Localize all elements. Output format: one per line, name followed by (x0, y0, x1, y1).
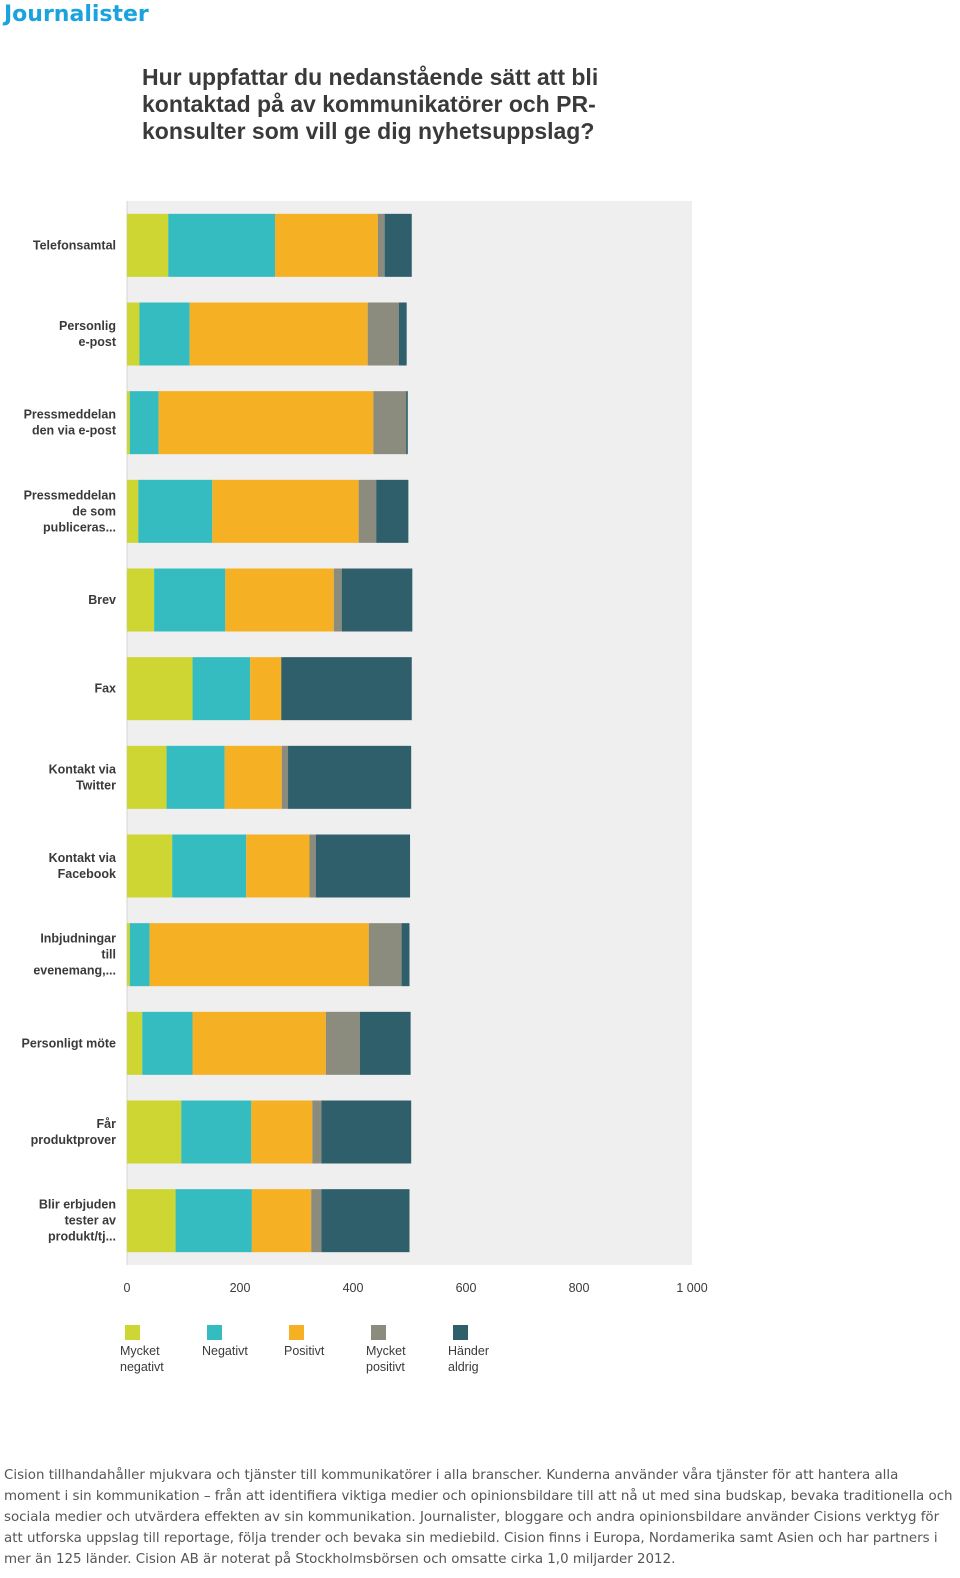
bar-segment (127, 568, 155, 632)
bar-segment (172, 834, 247, 898)
legend-swatch (371, 1325, 386, 1340)
bar-segment (149, 923, 369, 987)
category-label: Telefonsamtal (33, 238, 116, 252)
bar-segment (312, 1100, 322, 1164)
bar-segment (127, 745, 167, 809)
bar-segment (127, 1011, 143, 1075)
bar-segment (275, 213, 378, 277)
plot-area (127, 201, 692, 1265)
bar-segment (321, 1189, 410, 1253)
bar-segment (154, 568, 226, 632)
x-tick-label: 1 000 (676, 1281, 707, 1295)
category-label: Blir erbjuden tester av produkt/tj... (39, 1198, 116, 1244)
bar-segment (315, 834, 411, 898)
bar-segment (168, 213, 276, 277)
bar-segment (333, 568, 342, 632)
bar-segment (129, 391, 159, 455)
bar-segment (129, 923, 150, 987)
stacked-bar-chart: Telefonsamtal Personlig e-post Pressmeddela… (22, 201, 708, 1295)
bar-segment (368, 923, 402, 987)
bar-segment (158, 391, 374, 455)
category-label: Kontakt via Twitter (49, 762, 117, 792)
bar-segment (127, 923, 130, 987)
bar-segment (311, 1189, 322, 1253)
bar-segment (142, 1011, 193, 1075)
bar-segment (224, 745, 282, 809)
bar-segment (398, 302, 407, 366)
legend-label: Mycket positivt (366, 1344, 406, 1374)
category-label: Kontakt via Facebook (49, 851, 117, 881)
bar-segment (127, 834, 173, 898)
bar-segment (127, 1100, 182, 1164)
bar-segment (367, 302, 399, 366)
bar-segment (251, 1100, 313, 1164)
bar-segment (138, 479, 213, 543)
category-label: Personligt möte (22, 1036, 117, 1050)
bar-segment (401, 923, 410, 987)
bar-segment (127, 479, 139, 543)
x-tick-label: 600 (456, 1281, 477, 1295)
footer-text: Cision tillhandahåller mjukvara och tjän… (4, 1468, 953, 1567)
legend-swatch (125, 1325, 140, 1340)
bar-segment (127, 391, 130, 455)
bar-segment (281, 745, 289, 809)
bar-segment (377, 213, 385, 277)
bar-segment (341, 568, 413, 632)
x-tick-label: 800 (569, 1281, 590, 1295)
bar-segment (251, 1189, 312, 1253)
x-tick-label: 200 (230, 1281, 251, 1295)
bar-segment (376, 479, 409, 543)
bar-segment (406, 391, 408, 455)
bar-segment (309, 834, 316, 898)
bar-segment (225, 568, 334, 632)
x-tick-label: 400 (343, 1281, 364, 1295)
bar-segment (212, 479, 359, 543)
legend-label: Positivt (284, 1344, 325, 1358)
legend-item: Positivt (284, 1325, 364, 1359)
page-heading: Journalister (4, 2, 149, 27)
category-label: Fax (94, 682, 116, 696)
bar-segment (127, 302, 140, 366)
bar-segment (189, 302, 368, 366)
bar-segment (358, 479, 377, 543)
bar-segment (325, 1011, 360, 1075)
bar-segment (359, 1011, 411, 1075)
bar-segment (192, 1011, 326, 1075)
bar-segment (281, 657, 412, 721)
bar-segment (127, 213, 169, 277)
category-label: Brev (88, 593, 116, 607)
bar-segment (373, 391, 407, 455)
chart-legend: Mycket negativt Negativt Positivt Mycket posi… (120, 1325, 580, 1385)
category-label: Inbjudningar till evenemang,... (33, 932, 116, 978)
legend-label: Negativt (202, 1344, 248, 1358)
legend-swatch (207, 1325, 222, 1340)
legend-item: Mycket positivt (366, 1325, 446, 1375)
bar-segment (384, 213, 412, 277)
bar-segment (127, 1189, 176, 1253)
bar-segment (288, 745, 412, 809)
legend-item: Händer aldrig (448, 1325, 528, 1375)
bar-segment (181, 1100, 252, 1164)
legend-label: Händer aldrig (448, 1344, 489, 1374)
bar-segment (139, 302, 190, 366)
x-tick-label: 0 (124, 1281, 131, 1295)
bar-segment (127, 657, 193, 721)
legend-item: Negativt (202, 1325, 282, 1359)
category-label: Personlig e-post (59, 319, 117, 349)
bar-segment (250, 657, 282, 721)
category-label: Pressmeddelan den via e-post (24, 408, 117, 438)
bar-segment (192, 657, 251, 721)
category-label: Får produktprover (31, 1117, 117, 1147)
bar-segment (321, 1100, 412, 1164)
chart-title: Hur uppfattar du nedanstående sätt att b… (142, 64, 599, 144)
legend-swatch (453, 1325, 468, 1340)
category-label: Pressmeddelan de som publiceras... (24, 488, 116, 534)
legend-label: Mycket negativt (120, 1344, 164, 1374)
legend-swatch (289, 1325, 304, 1340)
bar-segment (175, 1189, 252, 1253)
legend-item: Mycket negativt (120, 1325, 200, 1375)
bar-segment (246, 834, 310, 898)
bar-segment (166, 745, 225, 809)
